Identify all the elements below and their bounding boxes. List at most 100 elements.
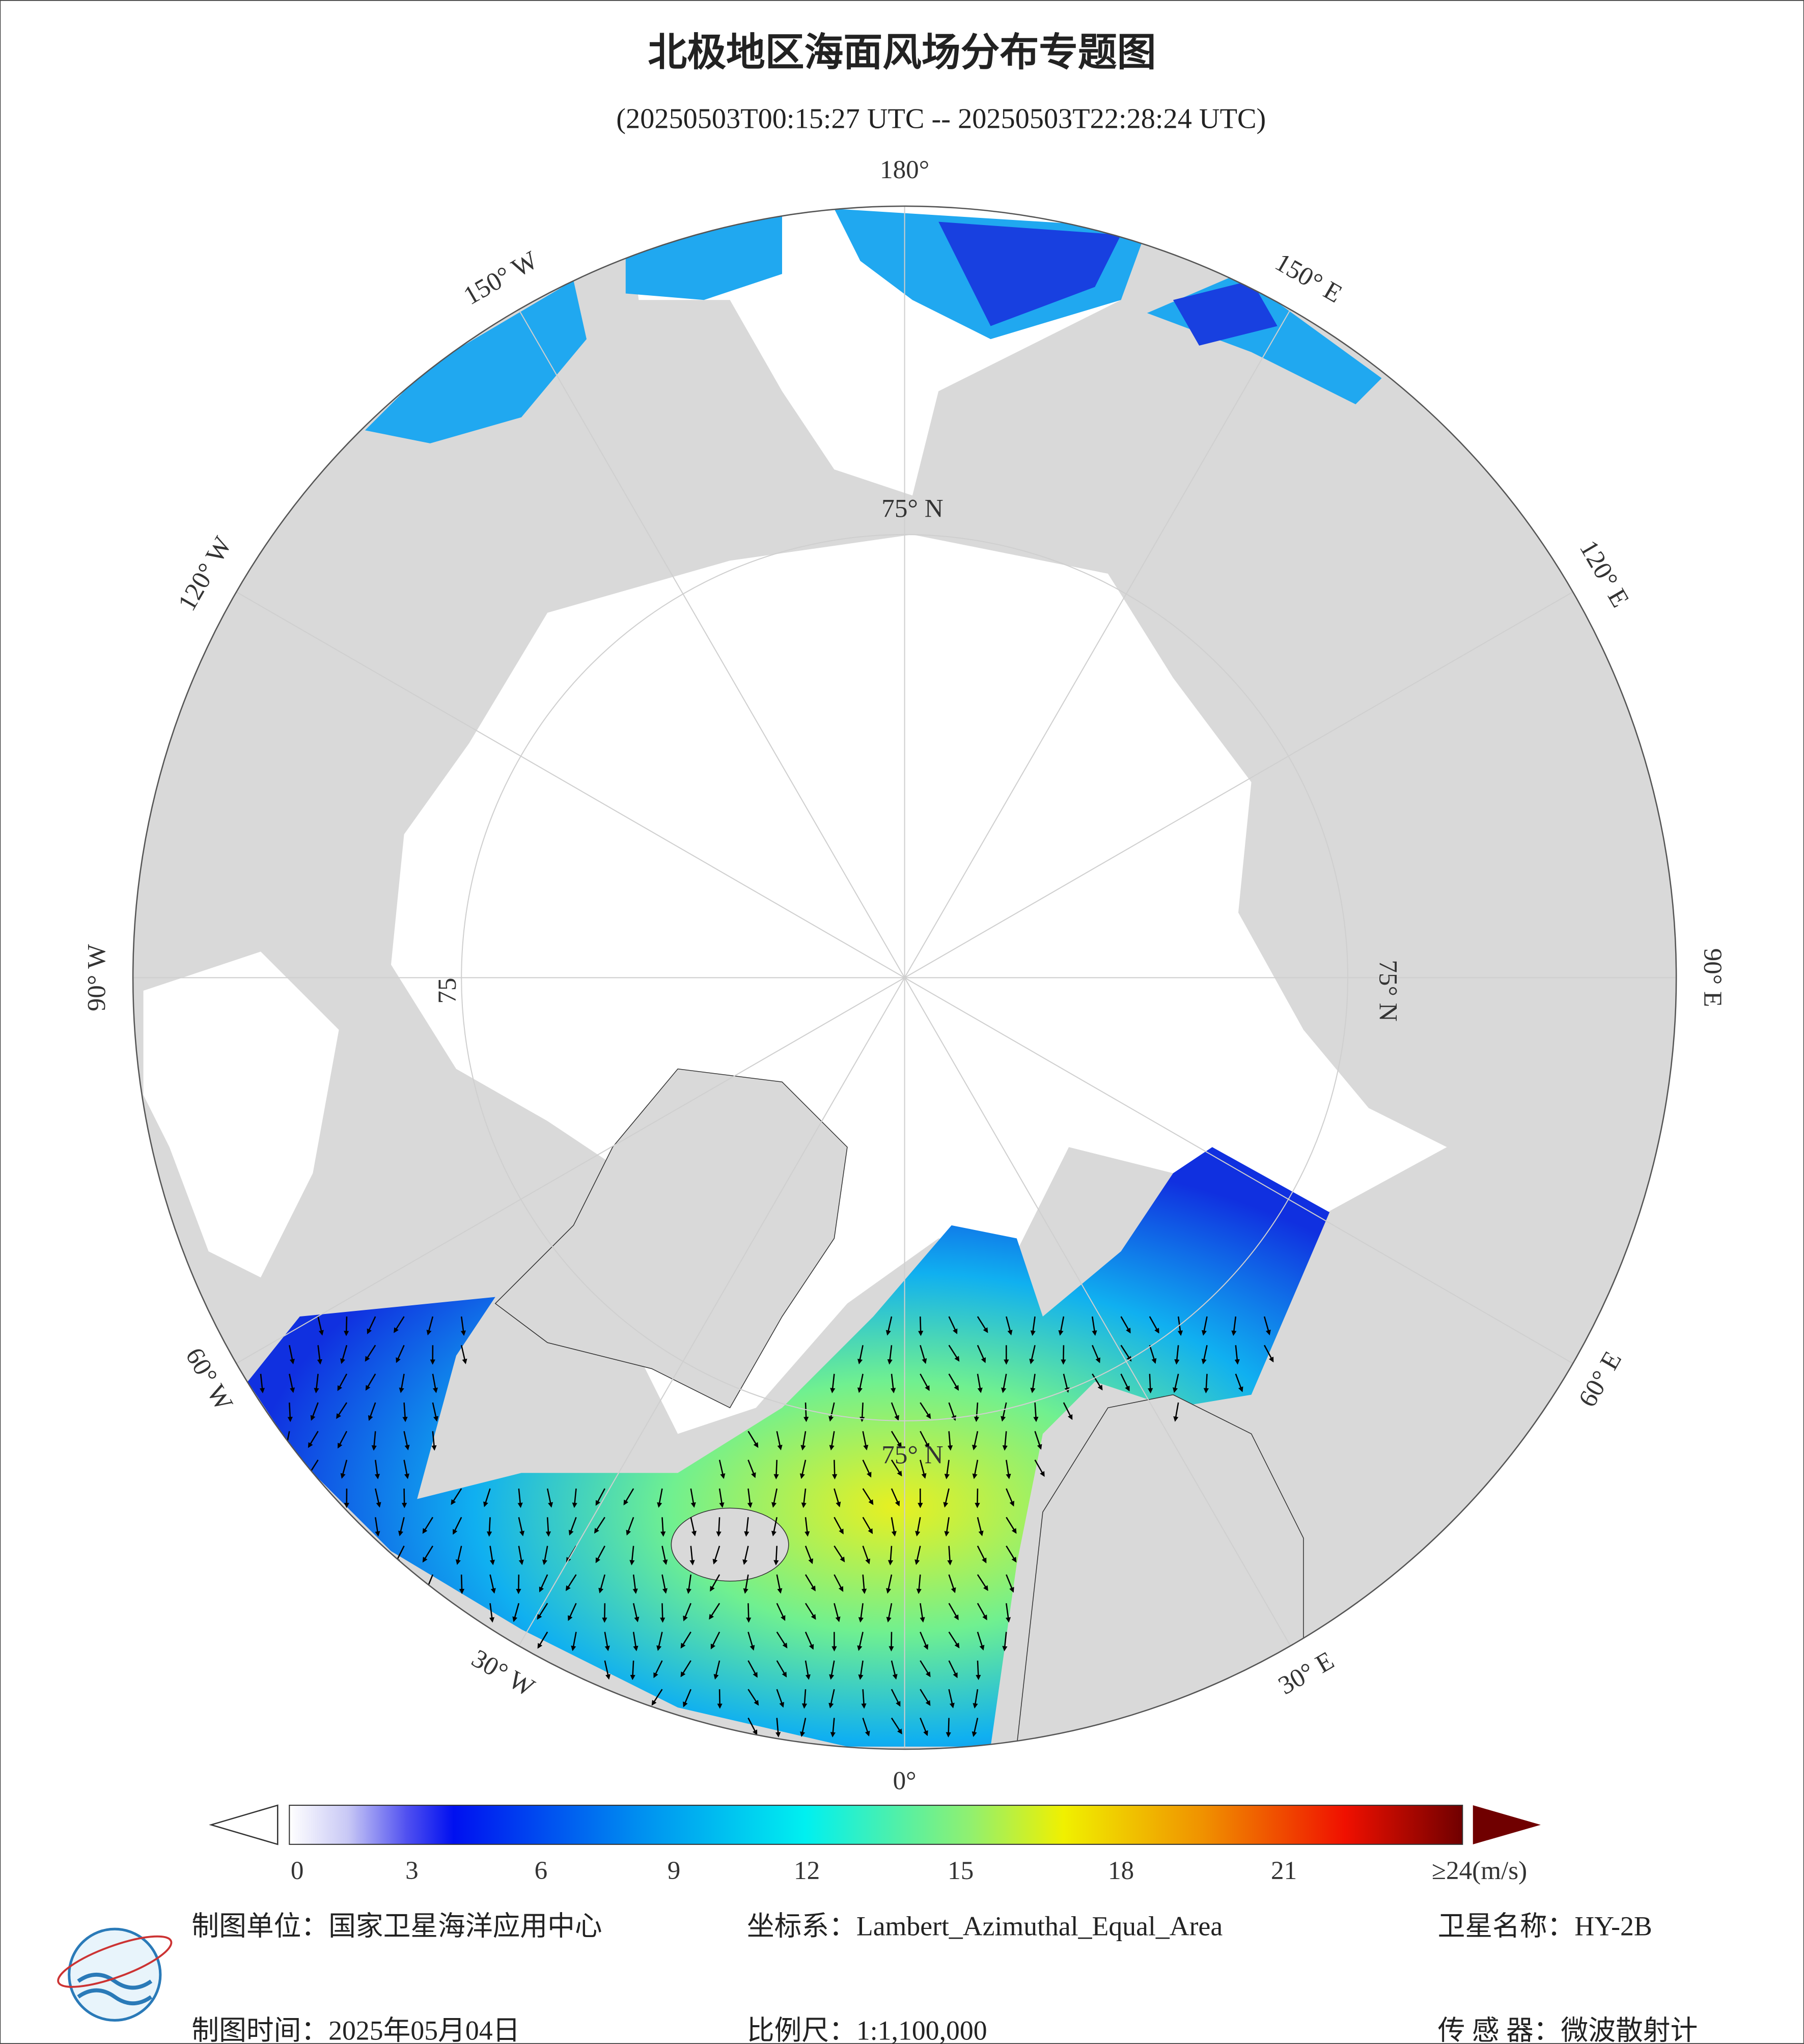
- wind-arrow: [948, 1631, 960, 1648]
- wind-arrow: [948, 1660, 958, 1678]
- wind-arrow: [773, 1546, 779, 1565]
- wind-arrow: [595, 1488, 605, 1506]
- wind-arrow: [1120, 1345, 1132, 1362]
- wind-arrow: [460, 1345, 467, 1364]
- wind-arrow: [944, 1460, 950, 1479]
- wind-arrow: [512, 1603, 520, 1622]
- wind-arrow: [1058, 1316, 1065, 1336]
- wind-arrow: [604, 1660, 610, 1680]
- wind-arrow: [1030, 1316, 1036, 1336]
- wind-arrow: [317, 1345, 323, 1365]
- wind-arrow: [431, 1431, 437, 1451]
- wind-arrow: [623, 1488, 634, 1505]
- wind-arrow: [804, 1660, 811, 1680]
- wind-arrow: [661, 1546, 668, 1565]
- logo: [57, 1927, 173, 2022]
- wind-arrow: [403, 1460, 410, 1479]
- wind-arrow: [1034, 1460, 1045, 1477]
- wind-arrow: [862, 1488, 874, 1505]
- wind-arrow: [539, 1574, 548, 1592]
- wind-arrow: [308, 1431, 319, 1448]
- wind-arrow: [289, 1345, 295, 1364]
- wind-arrow: [977, 1632, 985, 1651]
- wind-arrow: [920, 1660, 931, 1677]
- meridian-label: 180°: [880, 155, 929, 184]
- wind-arrow: [661, 1574, 668, 1594]
- wind-arrow: [403, 1431, 410, 1450]
- wind-arrow: [690, 1488, 696, 1508]
- wind-arrow: [947, 1546, 953, 1565]
- wind-arrow: [713, 1660, 720, 1680]
- meridian: [236, 591, 905, 978]
- wind-arrow: [977, 1374, 983, 1393]
- meridian: [904, 591, 1573, 978]
- wind-arrow: [422, 1517, 433, 1534]
- wind-arrow: [918, 1317, 924, 1336]
- atlantic-wind-field: [247, 1147, 1330, 1747]
- map-border: [132, 205, 1677, 1750]
- wind-arrow: [1201, 1345, 1208, 1364]
- wind-arrow: [1149, 1345, 1157, 1364]
- wind-arrow: [830, 1718, 836, 1738]
- wind-arrow: [1092, 1374, 1103, 1391]
- wind-arrow: [948, 1345, 960, 1362]
- wind-arrow: [857, 1632, 864, 1651]
- colorbar-tick-label: 12: [794, 1856, 820, 1885]
- wind-arrow: [422, 1545, 434, 1563]
- wind-arrow: [426, 1316, 434, 1336]
- wind-arrow: [594, 1517, 605, 1534]
- colorbar-tick-label: 21: [1271, 1856, 1297, 1885]
- wind-arrow: [976, 1660, 981, 1681]
- wind-arrow: [834, 1545, 845, 1562]
- wind-arrow: [1006, 1517, 1017, 1534]
- wind-arrow: [977, 1316, 988, 1333]
- wind-arrow: [829, 1431, 835, 1451]
- wind-arrow: [972, 1718, 979, 1737]
- wind-arrow: [886, 1574, 893, 1594]
- wind-arrows: [259, 1316, 1274, 1738]
- wind-arrow: [310, 1402, 319, 1421]
- wind-arrow: [365, 1345, 376, 1362]
- wind-arrow: [1006, 1488, 1015, 1507]
- wind-arrow: [375, 1488, 381, 1508]
- wind-arrow: [804, 1574, 816, 1591]
- greenland: [494, 1068, 848, 1409]
- colorbar-under: [209, 1804, 279, 1845]
- wind-arrow: [432, 1402, 439, 1422]
- meridian: [518, 309, 905, 978]
- colorbar-tick-label: 18: [1108, 1856, 1134, 1885]
- meridian-label: 90° E: [1698, 948, 1727, 1007]
- wind-arrow: [516, 1574, 521, 1594]
- wind-arrow: [717, 1689, 723, 1709]
- wind-arrow: [710, 1574, 720, 1592]
- wind-arrow: [1029, 1345, 1036, 1364]
- wind-arrow: [489, 1546, 495, 1565]
- footer-unit: 制图单位：国家卫星海洋应用中心: [191, 1911, 602, 1942]
- wind-arrow: [977, 1345, 986, 1363]
- colorbar-tick-label: 9: [668, 1856, 681, 1885]
- parallel-label: 75° N: [881, 494, 943, 523]
- wind-arrow: [718, 1460, 726, 1479]
- wind-arrow: [1001, 1402, 1007, 1422]
- wind-arrow: [775, 1718, 781, 1738]
- parallel-label: 75° N: [1373, 960, 1402, 1021]
- wind-arrow: [948, 1574, 956, 1593]
- wind-arrow: [973, 1689, 979, 1709]
- wind-arrow: [771, 1488, 778, 1508]
- wind-arrow: [368, 1402, 376, 1421]
- wind-arrow: [595, 1546, 605, 1563]
- wind-arrow: [340, 1345, 348, 1364]
- wind-arrow: [834, 1603, 841, 1622]
- wind-arrow: [747, 1689, 759, 1706]
- wind-arrow: [972, 1460, 979, 1479]
- wind-arrow: [1264, 1345, 1274, 1363]
- wind-arrow: [709, 1603, 720, 1620]
- wind-arrow: [800, 1431, 807, 1451]
- wind-arrow: [857, 1374, 864, 1393]
- wind-arrow: [948, 1402, 956, 1421]
- wind-arrow: [747, 1660, 758, 1678]
- wind-arrow: [943, 1488, 950, 1508]
- wind-arrow: [891, 1402, 899, 1421]
- colorbar-tick-label: ≥24(m/s): [1432, 1856, 1527, 1885]
- wind-arrow: [1173, 1374, 1179, 1393]
